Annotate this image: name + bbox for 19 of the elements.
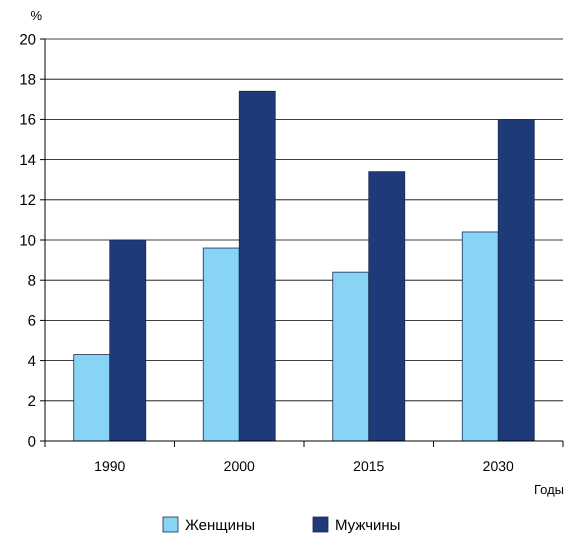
y-axis-title: % xyxy=(30,8,42,23)
x-tick-label: 2000 xyxy=(224,458,256,474)
y-tick-label: 14 xyxy=(19,152,36,169)
x-tick-label: 2015 xyxy=(353,458,385,474)
y-tick-label: 18 xyxy=(19,71,36,88)
y-tick-label: 12 xyxy=(19,192,36,210)
x-axis-title: Годы xyxy=(534,482,564,497)
y-tick-label: 4 xyxy=(28,352,36,370)
y-tick-label: 6 xyxy=(28,312,36,330)
legend-label: Мужчины xyxy=(335,517,400,534)
y-tick-label: 0 xyxy=(28,433,36,450)
y-tick-label: 16 xyxy=(19,112,36,129)
y-tick-label: 20 xyxy=(19,31,36,48)
legend-label: Женщины xyxy=(185,517,256,534)
y-tick-label: 8 xyxy=(28,272,36,290)
y-tick-label: 2 xyxy=(28,393,36,410)
y-tick-label: 10 xyxy=(19,232,36,250)
x-tick-label: 2030 xyxy=(482,458,514,474)
x-tick-label: 1990 xyxy=(94,458,126,474)
